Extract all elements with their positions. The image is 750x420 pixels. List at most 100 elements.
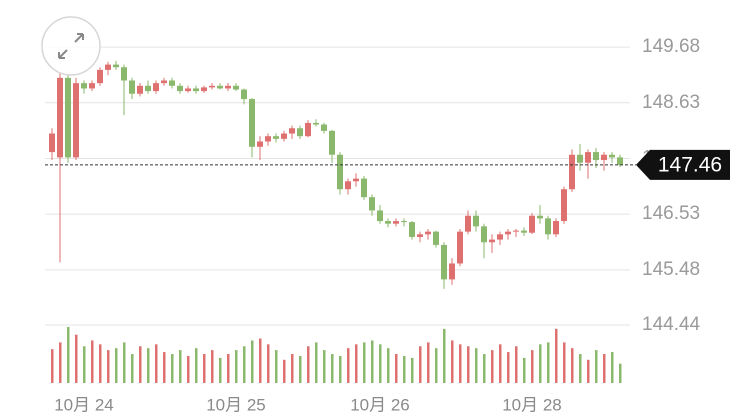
candle-body — [225, 85, 231, 89]
volume-bar — [283, 359, 286, 383]
candle-body — [505, 231, 511, 235]
candle-body — [89, 83, 95, 89]
candle-body — [177, 85, 183, 92]
volume-bar — [387, 348, 390, 383]
candle-body — [241, 89, 247, 100]
volume-bar — [363, 342, 366, 383]
volume-bar — [451, 340, 454, 383]
candle-body — [497, 234, 503, 240]
candle-body — [609, 154, 615, 158]
candle-body — [137, 85, 143, 94]
last-price-badge — [636, 149, 730, 180]
volume-bar — [443, 328, 446, 383]
volume-bar — [275, 350, 278, 383]
candle-body — [441, 244, 447, 280]
candle-body — [601, 154, 607, 161]
candle-body — [585, 152, 591, 163]
last-price-label: 147.46 — [658, 153, 722, 176]
candle-body — [489, 239, 495, 243]
candle-body — [529, 215, 535, 233]
volume-bar — [139, 346, 142, 383]
candle-body — [57, 77, 63, 158]
volume-bar — [227, 354, 230, 383]
candle-body — [193, 88, 199, 92]
candle-body — [289, 128, 295, 134]
volume-bar — [395, 354, 398, 383]
candle-body — [217, 85, 223, 89]
candle-body — [561, 189, 567, 222]
candle-body — [513, 230, 519, 232]
candle-body — [481, 226, 487, 243]
expand-button[interactable] — [41, 16, 101, 76]
candle-body — [145, 85, 151, 92]
candle-body — [161, 80, 167, 84]
volume-bar — [51, 349, 54, 383]
candle-body — [385, 221, 391, 224]
expand-circle[interactable] — [41, 16, 101, 76]
volume-bar — [147, 348, 150, 383]
volume-bar — [587, 359, 590, 383]
volume-bar — [251, 340, 254, 383]
candle-body — [393, 221, 399, 224]
candle-body — [465, 215, 471, 232]
candle-body — [449, 263, 455, 280]
candle-body — [233, 85, 239, 90]
candle-body — [593, 152, 599, 161]
volume-bar — [619, 363, 622, 383]
candle-body — [345, 181, 351, 190]
candle-body — [281, 133, 287, 139]
volume-bar — [115, 348, 118, 383]
volume-bar — [307, 346, 310, 383]
volume-bar — [299, 355, 302, 383]
candle-body — [129, 80, 135, 94]
candle-body — [417, 234, 423, 237]
volume-bar — [163, 352, 166, 383]
candle-body — [265, 136, 271, 142]
volume-bar — [243, 346, 246, 383]
candle-body — [577, 154, 583, 163]
x-tick-label: 10月 25 — [206, 395, 266, 414]
candle-body — [209, 85, 215, 88]
candle-body — [545, 218, 551, 235]
volume-bar — [203, 354, 206, 383]
volume-bar — [499, 344, 502, 383]
expand-icon[interactable] — [58, 33, 84, 59]
candle-body — [249, 99, 255, 147]
candle-body — [105, 64, 111, 70]
volume-bar — [523, 357, 526, 383]
volume-bar — [515, 346, 518, 383]
volume-bar — [467, 346, 470, 383]
volume-bar — [531, 350, 534, 383]
volume-bar — [579, 354, 582, 383]
candle-body — [313, 122, 319, 125]
volume-bar — [595, 350, 598, 383]
volume-bar — [187, 355, 190, 383]
volume-bar — [347, 348, 350, 383]
x-tick-label: 10月 26 — [350, 395, 410, 414]
candle-body — [617, 157, 623, 165]
candle-body — [553, 221, 559, 235]
candle-body — [81, 83, 87, 89]
candle-body — [537, 215, 543, 219]
candle-body — [73, 83, 79, 158]
candle-body — [425, 231, 431, 235]
candle-body — [257, 141, 263, 147]
volume-bar — [91, 340, 94, 383]
volume-bar — [195, 348, 198, 383]
candle-body — [201, 87, 207, 92]
y-tick-label: 146.53 — [642, 203, 700, 224]
volume-bar — [131, 354, 134, 383]
candle-body — [273, 136, 279, 139]
candle-body — [305, 122, 311, 137]
candle-body — [185, 88, 191, 92]
volume-bar — [179, 350, 182, 383]
y-tick-label: 144.44 — [642, 314, 701, 335]
volume-bar — [291, 354, 294, 383]
volume-bar — [435, 348, 438, 383]
y-tick-label: 145.48 — [642, 259, 700, 280]
candle-body — [49, 133, 55, 153]
volume-bar — [83, 346, 86, 383]
volume-bar — [171, 354, 174, 383]
volume-bar — [611, 352, 614, 383]
